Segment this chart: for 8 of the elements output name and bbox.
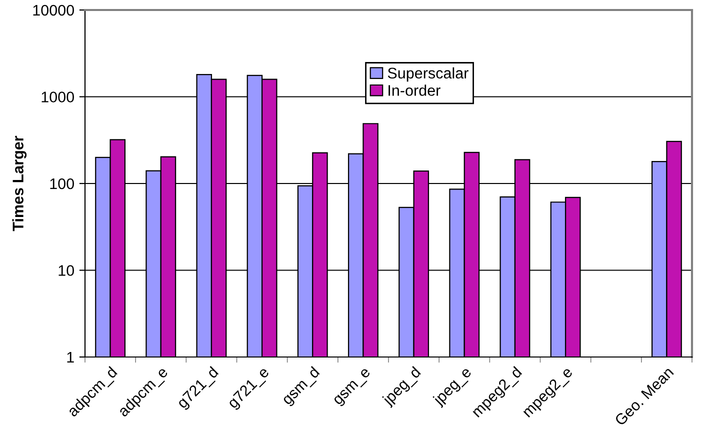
y-tick-label: 1000 bbox=[42, 92, 74, 102]
y-tick-label: 100 bbox=[50, 178, 74, 190]
y-tick-label: 10000 bbox=[33, 4, 74, 16]
y-tick-label: 10 bbox=[58, 265, 74, 276]
legend-label: In-order bbox=[388, 84, 440, 96]
legend-label: Superscalar bbox=[388, 67, 468, 82]
y-axis-title: Times Larger bbox=[12, 136, 27, 232]
y-tick-label: 1 bbox=[67, 352, 74, 363]
